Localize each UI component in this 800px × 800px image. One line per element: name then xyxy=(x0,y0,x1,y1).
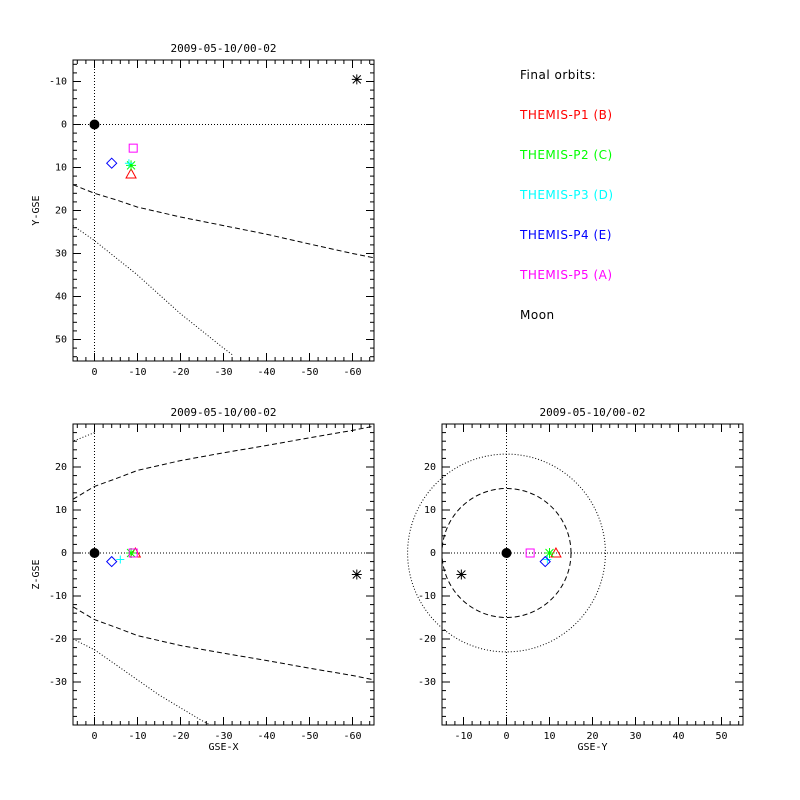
panel-2-x-tick-label: -60 xyxy=(343,731,361,742)
panel-2-frame xyxy=(72,423,375,726)
panel-1-x-tick-label: -40 xyxy=(257,367,275,378)
panel-2-x-tick-label: 0 xyxy=(91,731,97,742)
panel-2-x-tick-label: -40 xyxy=(257,731,275,742)
panel-2-ylabel: Z-GSE xyxy=(31,559,42,589)
panel-2-x-tick-label: -10 xyxy=(128,731,146,742)
panel-3-probe-4-point xyxy=(539,555,551,568)
panel-1-x-tick-label: -30 xyxy=(214,367,232,378)
panel-3-x-tick-label: 30 xyxy=(629,731,641,742)
panel-3-x-tick-label: 0 xyxy=(503,731,509,742)
panel-2-y-tick-label: -10 xyxy=(49,591,67,602)
panel-3-earth-point xyxy=(501,548,512,558)
panel-3-x-tick-label: 10 xyxy=(543,731,555,742)
panel-3-x-tick-label: 50 xyxy=(715,731,727,742)
panel-3-bow-shock-circle xyxy=(407,453,606,653)
panel-1-probe-4-point xyxy=(105,157,118,169)
panel-2-x-tick-label: -50 xyxy=(300,731,318,742)
panel-1-x-tick-label: -60 xyxy=(343,367,361,378)
panel-1-magnetopause-line xyxy=(72,184,375,259)
panel-3-probe-5-point xyxy=(525,548,535,558)
panel-2-magnetopause-upper-line xyxy=(72,425,375,500)
legend: Final orbits: THEMIS-P1 (B) THEMIS-P2 (C… xyxy=(520,66,614,346)
panel-1-probe-2-point xyxy=(126,160,137,171)
panel-1-x-tick-label: -50 xyxy=(300,367,318,378)
panel-1-y-tick-label: 20 xyxy=(55,206,67,217)
panel-1-earth-point xyxy=(89,119,100,130)
panel-2-magnetopause-lower-line xyxy=(72,606,375,681)
legend-title: Final orbits: xyxy=(520,68,597,82)
panel-1-probe-5-point xyxy=(128,143,138,153)
panel-1-y-tick-label: 50 xyxy=(55,335,67,346)
panel-1-y-tick-label: 30 xyxy=(55,249,67,260)
panel-2-earth-point xyxy=(89,548,100,558)
legend-entry-p2: THEMIS-P2 (C) xyxy=(520,148,613,162)
panel-3-frame xyxy=(441,423,744,726)
panel-3-y-tick-label: -10 xyxy=(418,591,436,602)
panel-2-xlabel: GSE-X xyxy=(208,742,238,753)
legend-entry-p1: THEMIS-P1 (B) xyxy=(520,108,613,122)
panel-2-y-tick-label: 10 xyxy=(55,505,67,516)
panel-2-x-tick-label: -20 xyxy=(171,731,189,742)
panel-1-probe-1-point xyxy=(125,167,137,179)
panel-1-ylabel: Y-GSE xyxy=(31,195,42,225)
legend-entry-p5: THEMIS-P5 (A) xyxy=(520,268,613,282)
panel-2-probe-4-point xyxy=(105,555,118,568)
panel-2-bow-shock-upper-line xyxy=(72,432,95,442)
panel-2-x-tick-label: -30 xyxy=(214,731,232,742)
panel-1-title: 2009-05-10/00-02 xyxy=(171,42,277,55)
panel-2-y-tick-label: -20 xyxy=(49,634,67,645)
legend-entry-moon: Moon xyxy=(520,308,555,322)
panel-3-y-tick-label: 0 xyxy=(430,548,436,559)
panel-1-y-tick-label: 0 xyxy=(61,120,67,131)
panel-3-y-tick-label: 20 xyxy=(424,462,436,473)
panel-1-x-tick-label: 0 xyxy=(91,367,97,378)
panel-1-y-tick-label: 40 xyxy=(55,292,67,303)
panel-3-y-tick-label: -30 xyxy=(418,677,436,688)
panel-3-y-tick-label: 10 xyxy=(424,505,436,516)
legend-entry-p3: THEMIS-P3 (D) xyxy=(520,188,614,202)
panel-1-moon-point xyxy=(351,74,362,85)
panel-2-y-tick-label: -30 xyxy=(49,677,67,688)
panel-1-x-tick-label: -10 xyxy=(128,367,146,378)
panel-2-probe-3-point xyxy=(116,555,125,564)
panel-3-y-tick-label: -20 xyxy=(418,634,436,645)
panel-3-probe-2-point xyxy=(544,548,555,558)
panel-1-frame xyxy=(72,59,375,362)
panel-1-probe-3-point xyxy=(124,159,133,168)
panel-2-y-tick-label: 20 xyxy=(55,462,67,473)
panel-2-moon-point xyxy=(351,569,362,580)
panel-3-x-tick-label: 20 xyxy=(586,731,598,742)
panel-1-x-tick-label: -20 xyxy=(171,367,189,378)
panel-3-xlabel: GSE-Y xyxy=(577,742,607,753)
panel-2-probe-2-point xyxy=(126,548,137,558)
panel-1-y-tick-label: -10 xyxy=(49,77,67,88)
panel-2-probe-5-point xyxy=(128,548,138,558)
legend-entry-p4: THEMIS-P4 (E) xyxy=(520,228,612,242)
panel-3-title: 2009-05-10/00-02 xyxy=(540,406,646,419)
panel-1-y-tick-label: 10 xyxy=(55,163,67,174)
panel-2-title: 2009-05-10/00-02 xyxy=(171,406,277,419)
panel-2-y-tick-label: 0 xyxy=(61,548,67,559)
panel-2-bow-shock-lower-line xyxy=(72,638,211,726)
panel-3-moon-point xyxy=(456,569,467,580)
panel-3-magnetopause-circle xyxy=(441,488,572,618)
panel-3-x-tick-label: -10 xyxy=(454,731,472,742)
panel-3-x-tick-label: 40 xyxy=(672,731,684,742)
panel-1-bow-shock-line xyxy=(72,225,233,355)
